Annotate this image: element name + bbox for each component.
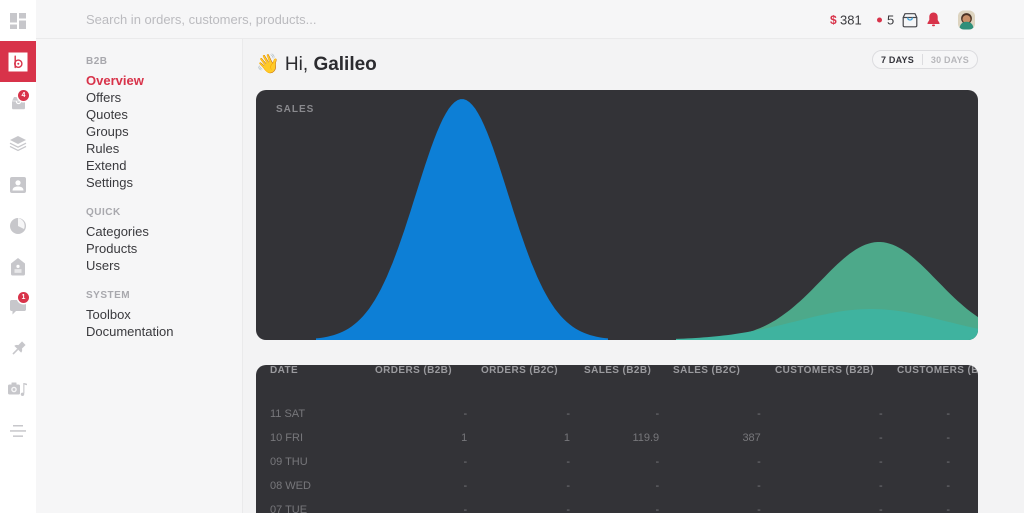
svg-text:$: $ [830, 13, 837, 27]
